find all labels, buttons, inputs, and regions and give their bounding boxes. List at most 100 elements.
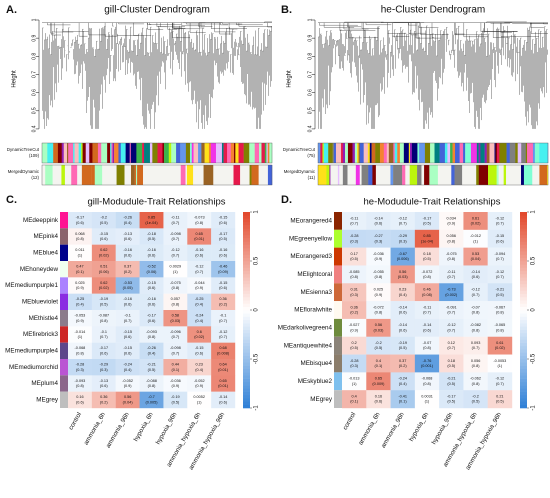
module-color-strip <box>215 165 224 185</box>
colorbar-step <box>520 293 527 298</box>
track-frame <box>41 164 273 186</box>
cell-p-value: (0.6) <box>148 319 157 323</box>
heatmap-cell <box>68 244 93 262</box>
cell-p-value: (0.005) <box>145 400 158 404</box>
module-color-strip <box>196 165 204 185</box>
cell-value: -0.15 <box>147 281 156 285</box>
module-color-strip <box>503 165 507 185</box>
module-color-strip <box>521 143 526 163</box>
heatmap-cell <box>68 310 93 327</box>
heatmap-cell <box>187 293 212 311</box>
module-color-strip <box>339 165 344 185</box>
module-color-strip <box>388 143 394 163</box>
cell-p-value: (0.7) <box>472 293 481 297</box>
colorbar-tick-label: -0.5 <box>531 353 537 364</box>
cell-p-value: (0.01) <box>218 384 229 388</box>
module-color-strip <box>397 143 401 163</box>
cell-value: -0.15 <box>123 346 132 350</box>
colorbar-step <box>520 303 527 308</box>
colorbar-step <box>243 241 250 245</box>
cell-value: 0.6 <box>197 330 202 334</box>
module-color-strip <box>227 165 233 185</box>
heatmap-cell <box>342 301 367 320</box>
heatmap-cell <box>139 212 164 229</box>
cell-value: 0.025 <box>75 281 85 285</box>
heatmap-cell <box>139 261 164 278</box>
module-color-strip <box>421 165 425 185</box>
row-label: MEskyblue2 <box>298 378 333 385</box>
heatmap-cell <box>211 359 236 376</box>
colorbar-step <box>520 345 527 350</box>
cell-value: 0.23 <box>196 363 203 367</box>
cell-value: -0.088 <box>146 379 157 383</box>
colorbar-step <box>520 378 527 383</box>
cell-p-value: (0.1) <box>350 400 359 404</box>
colorbar-step <box>243 381 250 386</box>
module-color-strip <box>235 143 239 163</box>
module-color-strip <box>330 165 339 185</box>
module-color-strip <box>476 143 479 163</box>
module-color-strip <box>355 165 360 185</box>
heatmap-cell <box>390 247 416 266</box>
heatmap-cell <box>115 326 140 343</box>
module-color-strip <box>204 143 210 163</box>
track-label: MergedDynamic <box>284 169 316 174</box>
cell-p-value: (0.6) <box>399 328 408 332</box>
module-color-strip <box>379 143 383 163</box>
cell-p-value: (1) <box>352 382 357 386</box>
heatmap-cell <box>366 354 391 373</box>
heatmap-cell <box>163 342 188 360</box>
cell-value: -0.15 <box>195 346 204 350</box>
heatmap-cell <box>487 336 513 355</box>
module-color-strip <box>81 165 92 185</box>
heatmap-cell <box>342 336 367 355</box>
module-color-strip <box>232 165 234 185</box>
cell-p-value: (0.5) <box>100 302 109 306</box>
cell-value: -0.28 <box>350 359 359 363</box>
module-color-strip <box>394 143 398 163</box>
colorbar-step <box>243 398 250 402</box>
module-color-strip <box>496 165 499 185</box>
colorbar-step <box>520 336 527 340</box>
y-tick-label: 0.8 <box>31 53 37 60</box>
module-color-strip <box>114 143 119 163</box>
cell-value: 0.31 <box>350 288 357 292</box>
row-label: MEhoneydew <box>20 266 59 273</box>
module-color-strip <box>81 143 83 163</box>
colorbar-step <box>520 342 527 347</box>
cell-value: -0.013 <box>349 377 360 381</box>
module-color-strip <box>160 165 168 185</box>
cell-p-value: (0.5) <box>423 257 432 261</box>
column-label: hypoxia_6h <box>408 411 430 443</box>
module-color-strip <box>215 143 223 163</box>
cell-p-value: (0.06) <box>99 270 110 274</box>
cell-p-value: (0.5) <box>447 400 456 404</box>
heatmap-cell <box>163 326 188 343</box>
colorbar-step <box>520 280 527 285</box>
cell-p-value: (0.6) <box>219 400 228 404</box>
module-color-strip <box>430 143 435 163</box>
cell-p-value: (0.02) <box>471 222 482 226</box>
row-color-swatch <box>60 261 68 278</box>
cell-p-value: (0.7) <box>447 328 456 332</box>
module-color-strip <box>326 165 330 185</box>
cell-p-value: (0.3) <box>350 364 359 368</box>
heatmap-cell <box>390 372 416 391</box>
colorbar-step <box>243 362 250 366</box>
heatmap-cell <box>115 359 140 376</box>
heatmap-cell <box>390 283 416 302</box>
colorbar-step <box>520 394 527 399</box>
cell-p-value: (0.4) <box>399 382 408 386</box>
track-label: (12) <box>31 175 39 180</box>
heatmap-cell <box>187 310 212 327</box>
heatmap-cell <box>390 336 416 355</box>
row-color-swatch <box>60 391 68 408</box>
colorbar-step <box>243 375 250 379</box>
colorbar-step <box>520 329 527 334</box>
cell-value: 0.68 <box>219 346 226 350</box>
cell-value: -0.052 <box>194 379 205 383</box>
cell-p-value: (0.6) <box>472 275 481 279</box>
cell-value: 0.068 <box>75 232 85 236</box>
colorbar-step <box>243 323 250 327</box>
module-color-strip <box>129 143 132 163</box>
